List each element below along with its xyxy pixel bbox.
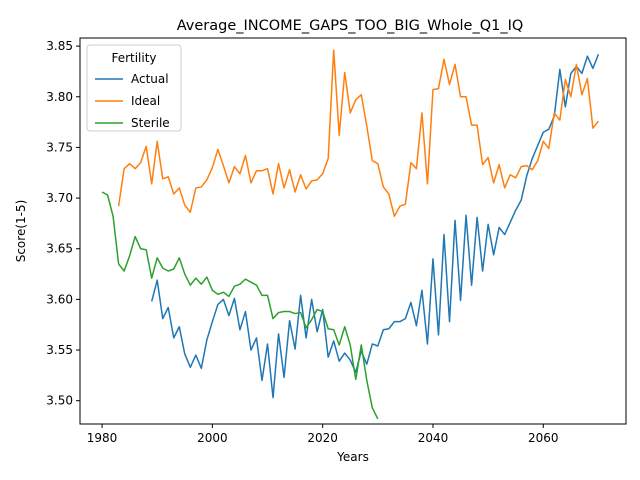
series-line-actual <box>150 53 600 399</box>
legend-items: Actual Ideal Sterile <box>95 72 170 130</box>
x-tick-label: 2040 <box>418 431 449 445</box>
chart-title: Average_INCOME_GAPS_TOO_BIG_Whole_Q1_IQ <box>177 18 524 34</box>
series-layer <box>101 49 600 420</box>
plot-frame <box>79 37 627 425</box>
legend-label-sterile: Sterile <box>131 116 170 130</box>
x-tick-label: 1980 <box>87 431 118 445</box>
y-tick-label: 3.70 <box>46 191 73 205</box>
x-tick-label: 2060 <box>528 431 559 445</box>
x-axis: 1980 2000 2020 2040 2060 <box>87 424 559 445</box>
series-line-sterile <box>101 191 379 420</box>
y-tick-label: 3.85 <box>46 39 73 53</box>
series-line-ideal <box>117 49 600 218</box>
y-axis-label: Score(1-5) <box>14 200 28 263</box>
x-axis-label: Years <box>336 450 369 464</box>
legend-box <box>86 44 182 132</box>
x-tick-label: 2000 <box>197 431 228 445</box>
y-tick-label: 3.55 <box>46 343 73 357</box>
legend: Fertility Actual Ideal Sterile <box>86 44 182 132</box>
y-tick-label: 3.50 <box>46 394 73 408</box>
y-axis: 3.50 3.55 3.60 3.65 3.70 3.75 3.80 3.85 <box>46 39 80 408</box>
y-tick-label: 3.80 <box>46 90 73 104</box>
y-tick-label: 3.65 <box>46 242 73 256</box>
legend-title: Fertility <box>111 51 156 65</box>
legend-label-actual: Actual <box>131 72 169 86</box>
legend-label-ideal: Ideal <box>131 94 160 108</box>
x-tick-label: 2020 <box>307 431 338 445</box>
y-tick-label: 3.60 <box>46 292 73 306</box>
y-tick-label: 3.75 <box>46 140 73 154</box>
